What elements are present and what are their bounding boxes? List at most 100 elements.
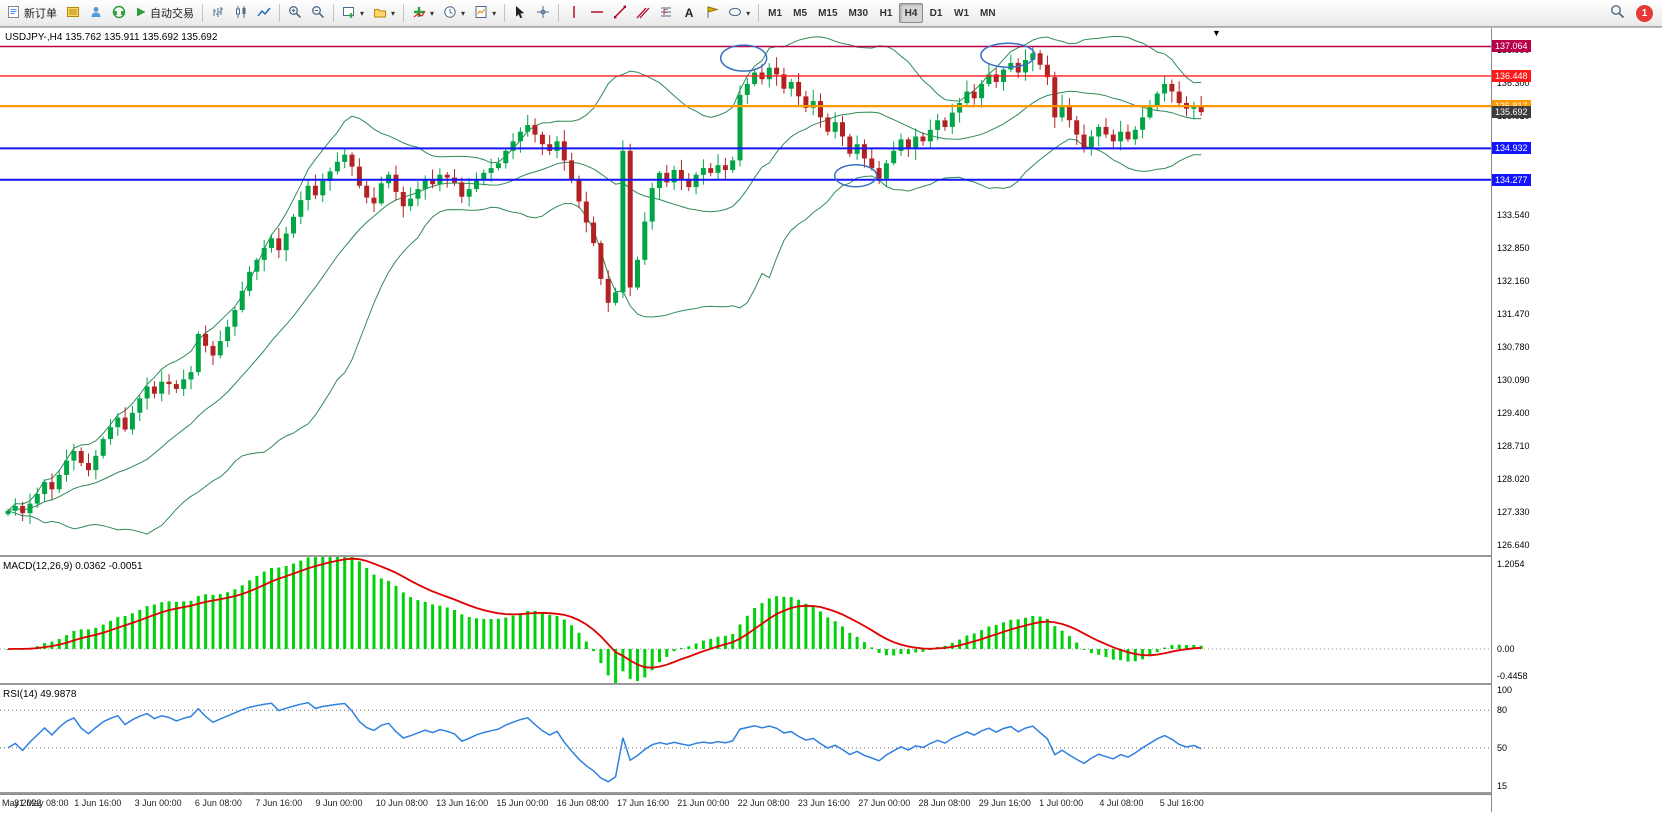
- notification-badge[interactable]: 1: [1636, 4, 1653, 22]
- time-axis-label: 15 Jun 00:00: [496, 798, 549, 808]
- navigator-button[interactable]: [85, 2, 107, 24]
- price-tick: 133.540: [1497, 209, 1530, 220]
- chart-window: May 2022 31 May 08:00 1 Jun 16:00 3 Jun 00:…: [0, 27, 1662, 813]
- price-axis[interactable]: 136.990136.300135.610134.920134.230133.5…: [1491, 28, 1662, 812]
- search-icon: [1610, 4, 1625, 22]
- time-axis-label: 9 Jun 00:00: [315, 798, 363, 808]
- cursor-icon: [513, 5, 527, 22]
- chevron-down-icon: ▾: [492, 8, 497, 18]
- time-axis[interactable]: May 2022 31 May 08:00 1 Jun 16:00 3 Jun 00:…: [0, 794, 1491, 813]
- svg-text:F: F: [663, 8, 668, 17]
- timeframe-d1[interactable]: D1: [929, 7, 943, 19]
- time-axis-label: 1 Jul 00:00: [1039, 798, 1084, 808]
- vertical-line-button[interactable]: [563, 2, 585, 24]
- crosshair-button[interactable]: [532, 2, 554, 24]
- chevron-down-icon: ▾: [360, 8, 365, 18]
- trendline-button[interactable]: [609, 2, 631, 24]
- autotrading-label: 自动交易: [150, 8, 194, 20]
- bars-chart-icon: [211, 5, 225, 22]
- price-tick: 136.300: [1497, 77, 1530, 88]
- time-axis-label: 16 Jun 08:00: [556, 798, 609, 808]
- periods-button[interactable]: ▾: [439, 2, 469, 24]
- time-axis-label: 28 Jun 08:00: [918, 798, 971, 808]
- zoom-out-button[interactable]: [307, 2, 329, 24]
- rsi-axis-tick: 100: [1497, 685, 1513, 695]
- indicators-icon: [412, 5, 426, 22]
- main-chart-canvas[interactable]: [0, 28, 1491, 555]
- price-tick: 130.090: [1497, 374, 1530, 385]
- time-axis-label: 1 Jun 16:00: [74, 798, 122, 808]
- bars-chart-button[interactable]: [207, 2, 229, 24]
- timeframe-m15[interactable]: M15: [818, 7, 838, 19]
- profiles-button[interactable]: ▾: [369, 2, 399, 24]
- indicators-button[interactable]: ▾: [408, 2, 438, 24]
- vertical-line-icon: [567, 5, 581, 22]
- time-axis-label: 10 Jun 08:00: [375, 798, 428, 808]
- chevron-down-icon: ▾: [391, 8, 396, 18]
- terminal-button[interactable]: [108, 2, 130, 24]
- timeframe-h1[interactable]: H1: [879, 7, 893, 19]
- macd-axis-tick: 1.2054: [1497, 559, 1525, 569]
- price-tick: 132.850: [1497, 242, 1530, 253]
- channel-icon: [636, 5, 650, 22]
- timeframe-w1[interactable]: W1: [954, 7, 969, 19]
- shapes-button[interactable]: ▾: [724, 2, 754, 24]
- price-badge: 134.932: [1492, 142, 1531, 155]
- line-chart-button[interactable]: [253, 2, 275, 24]
- chart-shift-marker[interactable]: ▼: [1212, 28, 1221, 38]
- price-tick: 132.160: [1497, 275, 1530, 286]
- search-button[interactable]: [1606, 2, 1629, 24]
- timeframe-m30[interactable]: M30: [848, 7, 868, 19]
- timeframe-mn[interactable]: MN: [980, 7, 996, 19]
- profiles-icon: [373, 5, 387, 22]
- new-chart-icon: [342, 5, 356, 22]
- time-axis-label: May 2022: [2, 798, 42, 808]
- price-tick: 128.020: [1497, 473, 1530, 484]
- new-order-button[interactable]: 新订单: [3, 2, 61, 24]
- price-tick: 126.640: [1497, 539, 1530, 550]
- candlestick-chart-button[interactable]: [230, 2, 252, 24]
- toolbar-separator: [333, 4, 334, 22]
- time-axis-label: 6 Jun 08:00: [194, 798, 242, 808]
- time-axis-label: 22 Jun 08:00: [737, 798, 790, 808]
- templates-icon: [474, 5, 488, 22]
- toolbar-separator: [758, 4, 760, 22]
- time-axis-label: 31 May 08:00: [14, 798, 69, 808]
- horizontal-line-button[interactable]: [586, 2, 608, 24]
- market-watch-icon: [66, 5, 80, 22]
- toolbar-separator: [558, 4, 560, 22]
- zoom-in-button[interactable]: [284, 2, 306, 24]
- toolbar-separator: [403, 4, 405, 22]
- new-order-label: 新订单: [24, 8, 57, 20]
- channel-button[interactable]: [632, 2, 654, 24]
- price-tick: 128.710: [1497, 440, 1530, 451]
- new-chart-button[interactable]: ▾: [338, 2, 368, 24]
- templates-button[interactable]: ▾: [470, 2, 500, 24]
- notification-count: 1: [1641, 7, 1648, 19]
- cursor-button[interactable]: [509, 2, 531, 24]
- time-axis-label: 21 Jun 00:00: [677, 798, 730, 808]
- rsi-axis-tick: 80: [1497, 705, 1508, 716]
- line-chart-icon: [257, 5, 271, 22]
- timeframe-h4[interactable]: H4: [899, 3, 923, 23]
- timeframe-m1[interactable]: M1: [768, 7, 783, 19]
- time-axis-label: 23 Jun 16:00: [797, 798, 850, 808]
- rsi-panel[interactable]: [0, 685, 1491, 792]
- toolbar-separator: [504, 4, 506, 22]
- text-button[interactable]: A: [678, 2, 700, 24]
- text-icon: A: [684, 6, 694, 20]
- toolbar-separator: [279, 4, 280, 22]
- label-icon: [705, 5, 719, 22]
- market-watch-button[interactable]: [62, 2, 84, 24]
- label-button[interactable]: [701, 2, 723, 24]
- time-axis-label: 17 Jun 16:00: [617, 798, 670, 808]
- timeframe-m5[interactable]: M5: [793, 7, 808, 19]
- autotrading-button[interactable]: 自动交易: [131, 2, 198, 24]
- crosshair-icon: [536, 5, 550, 22]
- macd-panel[interactable]: [0, 557, 1491, 683]
- price-tick: 131.470: [1497, 308, 1530, 319]
- chevron-down-icon: ▾: [746, 8, 751, 18]
- fibonacci-button[interactable]: F: [655, 2, 677, 24]
- shapes-icon: [728, 5, 742, 22]
- navigator-icon: [89, 5, 103, 22]
